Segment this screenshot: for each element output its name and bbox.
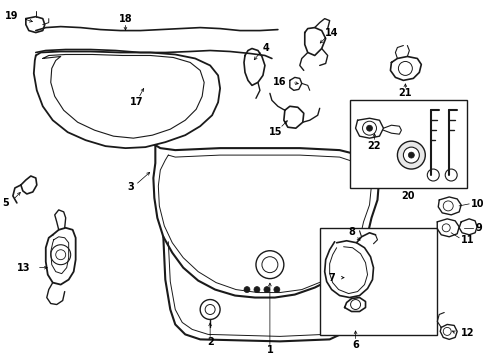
Text: 10: 10 (470, 199, 484, 209)
Text: 21: 21 (398, 88, 411, 98)
Text: 1: 1 (266, 345, 273, 355)
Circle shape (253, 287, 260, 293)
Text: 18: 18 (119, 14, 132, 24)
Circle shape (273, 287, 279, 293)
Circle shape (264, 287, 269, 293)
Text: 12: 12 (460, 328, 474, 338)
Text: 2: 2 (206, 337, 213, 347)
Text: 11: 11 (460, 235, 474, 245)
Text: 3: 3 (127, 182, 134, 192)
Text: 13: 13 (17, 263, 31, 273)
Text: 19: 19 (5, 11, 19, 21)
Text: 14: 14 (324, 28, 338, 37)
Circle shape (244, 287, 249, 293)
Text: 9: 9 (474, 223, 481, 233)
Text: 20: 20 (401, 191, 414, 201)
Text: 5: 5 (2, 198, 9, 208)
FancyBboxPatch shape (349, 100, 466, 188)
Text: 6: 6 (351, 340, 358, 350)
Circle shape (397, 141, 425, 169)
Text: 7: 7 (327, 273, 334, 283)
FancyBboxPatch shape (319, 228, 436, 336)
Text: 17: 17 (129, 97, 143, 107)
Text: 4: 4 (262, 42, 269, 53)
Circle shape (403, 147, 419, 163)
Circle shape (366, 125, 372, 131)
Text: 22: 22 (367, 141, 381, 151)
Circle shape (407, 152, 413, 158)
Text: 8: 8 (347, 227, 354, 237)
Text: 15: 15 (268, 127, 282, 137)
Text: 16: 16 (273, 77, 286, 87)
